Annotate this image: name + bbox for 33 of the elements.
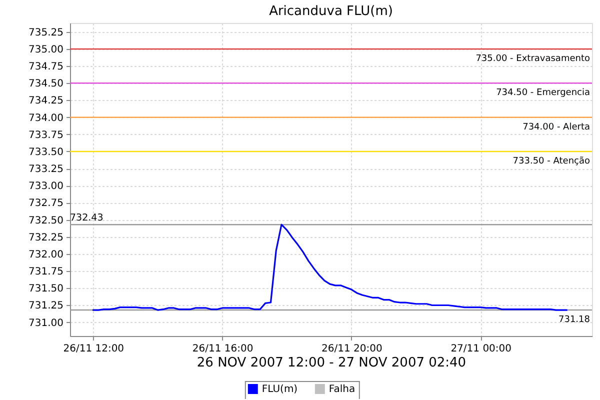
ref-line-label: 734.00 - Alerta [522,122,590,132]
line-series [92,224,568,311]
y-tick-label: 735.00 [28,44,64,56]
ref-line-label: 732.43 [70,212,104,224]
y-tick-label: 733.25 [28,164,64,176]
y-tick-label: 734.75 [28,62,64,73]
y-tick-label: 732.25 [28,232,64,244]
ref-line-label: 733.50 - Atenção [512,156,590,166]
y-tick-label: 732.75 [28,198,64,210]
y-tick-label: 734.25 [28,96,64,107]
y-tick-label: 735.25 [28,27,64,38]
y-tick-label: 733.75 [28,130,64,141]
y-tick-label: 734.00 [28,112,64,124]
y-tick-label: 733.00 [28,181,64,192]
y-tick-label: 732.00 [28,249,64,260]
ref-line-label: 735.00 - Extravasamento [476,54,590,64]
chart-title: Aricanduva FLU(m) [269,4,393,19]
y-tick-label: 731.00 [28,318,64,329]
y-tick-label: 732.50 [28,215,64,226]
x-tick-label: 26/11 12:00 [63,344,124,354]
y-tick-label: 731.25 [28,300,64,312]
y-tick-label: 731.50 [28,284,64,295]
y-tick-label: 733.50 [28,146,64,158]
x-tick-label: 26/11 20:00 [322,344,382,354]
y-tick-label: 731.75 [28,266,64,278]
ref-line-label: 731.18 [558,315,590,326]
x-tick-label: 27/11 00:00 [450,344,512,354]
x-tick-label: 26/11 16:00 [192,344,254,354]
y-tick-label: 734.50 [28,78,64,90]
legend-label: FLU(m) [262,384,298,395]
legend-label: Falha [328,384,356,395]
ref-line-label: 734.50 - Emergencia [496,88,590,98]
x-axis-title: 26 NOV 2007 12:00 - 27 NOV 2007 02:40 [196,356,466,370]
